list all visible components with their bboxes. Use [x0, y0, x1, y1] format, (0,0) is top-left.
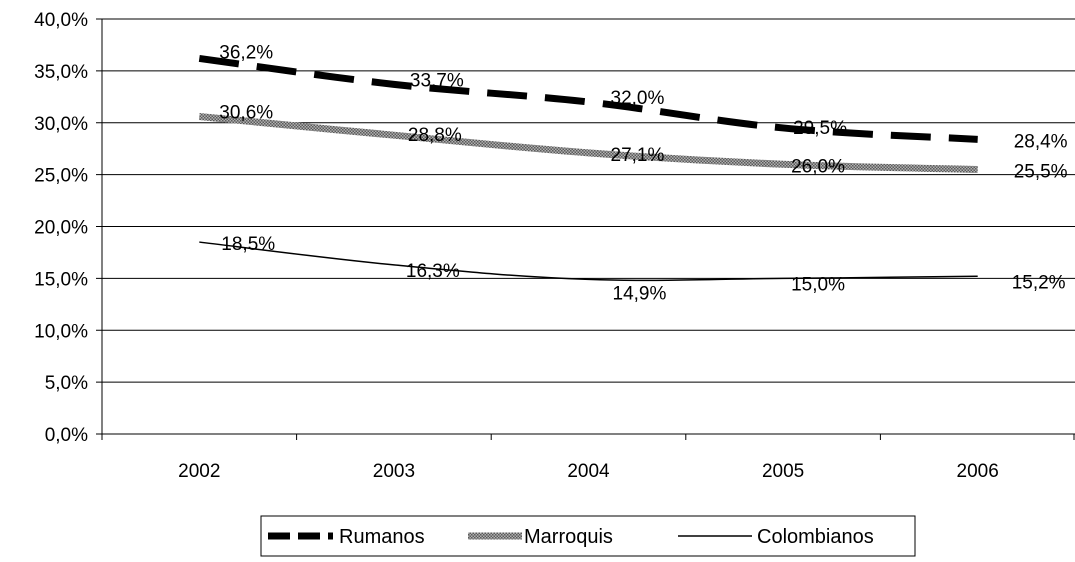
x-tick-label: 2002	[178, 461, 220, 482]
data-labels: 36,2% 33,7% 32,0% 29,5% 28,4% 30,6% 28,8% 27,1%…	[219, 42, 1067, 304]
data-label: 26,0%	[791, 156, 845, 177]
y-tick-label: 35,0%	[34, 62, 88, 83]
y-tick-label: 40,0%	[34, 10, 88, 31]
data-label: 36,2%	[219, 42, 273, 63]
y-tick-label: 15,0%	[34, 269, 88, 290]
y-tick-label: 5,0%	[45, 373, 88, 394]
legend: Rumanos Marroquis Colombianos	[260, 515, 916, 557]
data-label: 28,8%	[408, 125, 462, 146]
x-axis-ticks: 2002 2003 2004 2005 2006	[178, 461, 999, 482]
y-tick-label: 25,0%	[34, 166, 88, 187]
series-lines	[198, 54, 978, 282]
gridlines	[102, 18, 1075, 383]
legend-label-colombianos: Colombianos	[757, 526, 874, 548]
x-tick-label: 2005	[762, 461, 804, 482]
series-line-rumanos	[198, 54, 978, 143]
legend-box	[260, 515, 916, 557]
data-label: 33,7%	[410, 70, 464, 91]
data-label: 18,5%	[221, 234, 275, 255]
y-tick-label: 30,0%	[34, 114, 88, 135]
legend-label-rumanos: Rumanos	[339, 526, 425, 548]
y-axis-ticks: 0,0% 5,0% 10,0% 15,0% 20,0% 25,0% 30,0% 35,0% 40…	[34, 10, 88, 446]
data-label: 32,0%	[611, 88, 665, 109]
data-label: 27,1%	[611, 145, 665, 166]
data-label: 30,6%	[219, 103, 273, 124]
data-label: 29,5%	[793, 118, 847, 139]
data-label: 15,0%	[791, 274, 845, 295]
x-tick-label: 2006	[957, 461, 999, 482]
x-tick-label: 2003	[373, 461, 415, 482]
data-label: 15,2%	[1012, 272, 1066, 293]
series-line-colombianos	[199, 241, 978, 282]
data-label: 28,4%	[1014, 131, 1068, 152]
y-tick-label: 10,0%	[34, 321, 88, 342]
data-label: 16,3%	[406, 261, 460, 282]
data-label: 25,5%	[1014, 161, 1068, 182]
x-tick-label: 2004	[567, 461, 610, 482]
y-tick-label: 0,0%	[45, 425, 88, 446]
data-label: 14,9%	[613, 283, 667, 304]
legend-label-marroquis: Marroquis	[524, 526, 613, 548]
axes	[96, 18, 1075, 440]
series-line-marroquis	[198, 113, 978, 173]
y-tick-label: 20,0%	[34, 218, 88, 239]
